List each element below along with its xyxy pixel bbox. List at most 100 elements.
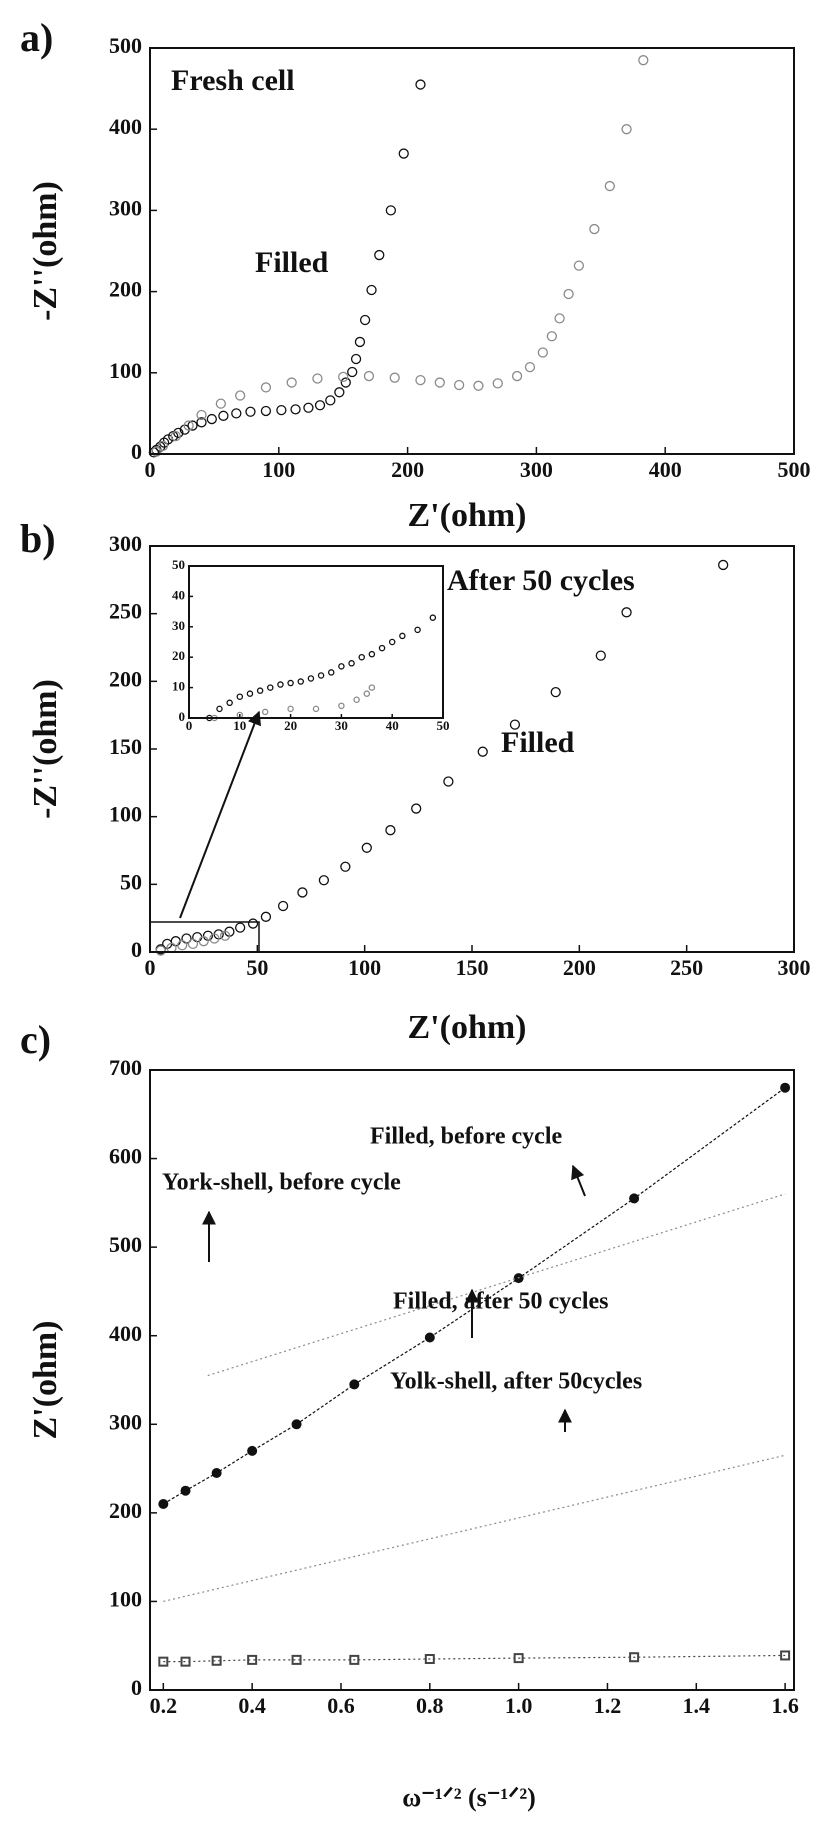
point <box>385 205 397 216</box>
y-tick-label: 300 <box>109 195 142 220</box>
point <box>187 938 199 950</box>
point <box>361 842 372 853</box>
plot-area <box>189 566 443 718</box>
x-tick-label: 250 <box>670 955 703 980</box>
y-tick-label: 0 <box>131 1675 142 1700</box>
y-tick-label: 200 <box>109 277 142 302</box>
y-axis-label: -Z''(ohm) <box>27 181 64 321</box>
point <box>312 705 320 713</box>
point <box>434 377 445 388</box>
x-tick-label: 0 <box>145 955 156 980</box>
point <box>267 684 274 691</box>
series-layer <box>206 614 437 722</box>
y-axis-label: -Z''(ohm) <box>27 679 64 819</box>
y-tick-label: 400 <box>109 1321 142 1346</box>
point <box>291 1419 302 1430</box>
point <box>260 405 272 417</box>
point <box>297 678 305 685</box>
point <box>236 693 244 700</box>
x-tick-label: 0.2 <box>150 1693 178 1718</box>
decorations <box>149 710 586 1432</box>
point <box>366 284 377 296</box>
point <box>368 650 376 658</box>
point <box>595 650 606 661</box>
point <box>374 249 385 261</box>
point <box>513 1653 524 1664</box>
point <box>183 420 194 431</box>
point <box>537 347 548 358</box>
point <box>334 387 345 398</box>
point <box>187 420 198 431</box>
point <box>563 288 574 300</box>
plot-frame <box>149 545 795 953</box>
point <box>477 746 488 757</box>
point <box>718 559 729 571</box>
point <box>554 313 565 324</box>
x-tick-label: 20 <box>284 718 297 733</box>
point <box>629 1652 640 1663</box>
x-tick-label: 150 <box>456 955 489 980</box>
point <box>338 702 345 710</box>
point <box>325 395 336 406</box>
series-line <box>207 1193 786 1377</box>
y-tick-label: 50 <box>120 869 142 894</box>
zoom-box <box>149 921 260 953</box>
point <box>347 366 358 378</box>
x-tick-label: 40 <box>386 718 399 733</box>
chart: 0 10 20 30 40 50 0 10 20 30 40 50 <box>172 557 450 733</box>
point <box>349 1654 360 1665</box>
point <box>398 148 409 159</box>
x-tick-label: 50 <box>437 718 450 733</box>
series-line <box>163 1454 786 1603</box>
point <box>780 1082 791 1093</box>
point <box>350 353 362 365</box>
point <box>256 687 264 694</box>
y-tick-label: 40 <box>172 587 185 602</box>
x-tick-label: 0.8 <box>416 1693 444 1718</box>
y-tick-label: 150 <box>109 734 142 759</box>
point <box>276 405 287 416</box>
point <box>287 705 294 713</box>
point <box>215 398 226 409</box>
series-label: Filled <box>501 726 575 759</box>
x-tick-label: 300 <box>778 955 811 980</box>
point <box>546 331 558 342</box>
point <box>231 408 242 419</box>
panel-label: a) <box>20 15 53 60</box>
point <box>388 638 396 646</box>
point <box>155 945 166 956</box>
point <box>157 440 169 452</box>
point <box>429 614 437 621</box>
x-tick-label: 1.0 <box>505 1693 533 1718</box>
y-tick-label: 250 <box>109 599 142 624</box>
point <box>621 607 632 618</box>
point <box>211 1468 222 1478</box>
point <box>443 776 454 787</box>
chart: 0 100 200 300 400 500 0 100 200 300 400 500 Filled a)… <box>20 15 811 534</box>
point <box>260 382 272 393</box>
x-tick-label: 0.4 <box>238 1693 266 1718</box>
point <box>218 410 229 421</box>
series-label: Filled, before cycle <box>370 1124 563 1150</box>
x-tick-label: 0.6 <box>327 1693 355 1718</box>
y-tick-label: 500 <box>109 33 142 58</box>
x-tick-label: 100 <box>262 457 295 482</box>
point <box>177 940 188 951</box>
series-layer <box>158 1082 791 1667</box>
panel-label: c) <box>20 1017 51 1062</box>
point <box>411 803 422 814</box>
point <box>621 124 632 135</box>
y-tick-label: 300 <box>109 1409 142 1434</box>
point <box>358 653 365 661</box>
point <box>168 430 179 442</box>
point <box>492 378 503 389</box>
y-tick-label: 10 <box>172 679 185 694</box>
point <box>216 705 223 713</box>
x-tick-label: 0 <box>186 718 193 733</box>
point <box>550 687 561 698</box>
point <box>209 933 220 944</box>
y-tick-label: 20 <box>172 648 185 663</box>
point <box>629 1193 640 1204</box>
point <box>247 1654 258 1665</box>
point <box>524 361 536 373</box>
